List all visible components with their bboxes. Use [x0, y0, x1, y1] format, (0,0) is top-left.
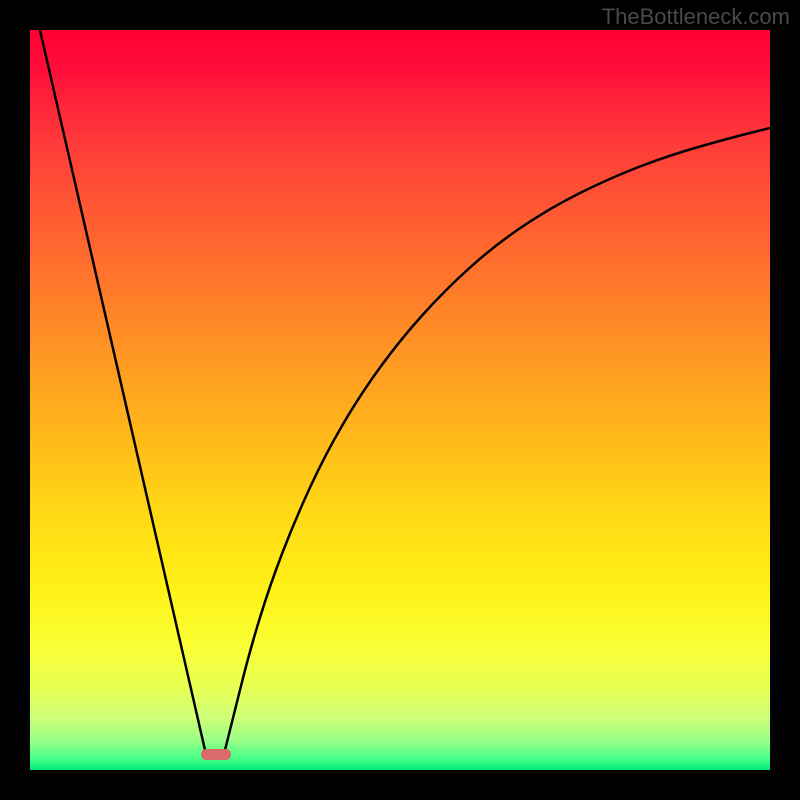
minimum-marker	[201, 749, 231, 760]
chart-svg	[0, 0, 800, 800]
watermark-text: TheBottleneck.com	[602, 4, 790, 30]
chart-container: TheBottleneck.com	[0, 0, 800, 800]
chart-plot-area	[30, 30, 770, 770]
